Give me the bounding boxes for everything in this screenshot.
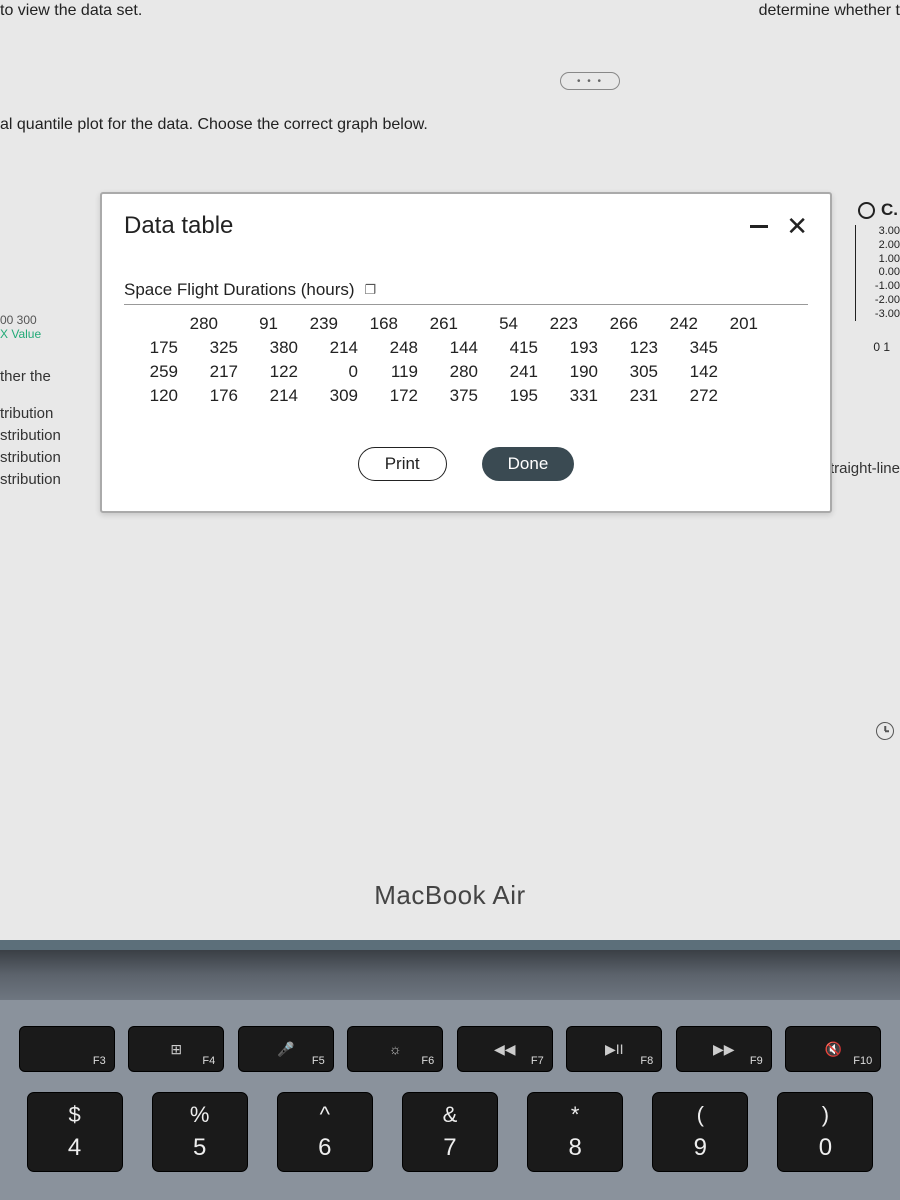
option-fragment-4: stribution (0, 471, 61, 488)
minimize-icon[interactable] (750, 225, 768, 228)
f3-key[interactable]: F3 (19, 1026, 115, 1072)
fkey-label: F6 (421, 1055, 434, 1067)
copy-icon[interactable]: ❐ (365, 282, 377, 298)
key-number: 9 (694, 1134, 707, 1162)
fkey-icon: ◀◀ (494, 1042, 516, 1056)
fkey-icon: ☼ (389, 1042, 402, 1056)
table-row: 120176214309172375195331231272 (124, 385, 808, 407)
fkey-label: F4 (202, 1055, 215, 1067)
instruction-fragment-right: determine whether t (759, 2, 900, 20)
fkey-icon: 🔇 (825, 1042, 842, 1056)
f10-key[interactable]: 🔇 F10 (785, 1026, 881, 1072)
key-number: 4 (68, 1134, 81, 1162)
key-number: 8 (568, 1134, 581, 1162)
key-number: 6 (318, 1134, 331, 1162)
key-number: 5 (193, 1134, 206, 1162)
laptop-label: MacBook Air (0, 880, 900, 911)
key-number: 0 (819, 1134, 832, 1162)
key-8[interactable]: *8 (527, 1092, 623, 1172)
key-symbol: ( (697, 1102, 704, 1128)
screen-area: to view the data set. determine whether … (0, 0, 900, 940)
data-table-modal: Data table ✕ Space Flight Durations (hou… (100, 192, 832, 513)
fkey-label: F3 (93, 1055, 106, 1067)
key-7[interactable]: &7 (402, 1092, 498, 1172)
f5-key[interactable]: 🎤 F5 (238, 1026, 334, 1072)
f7-key[interactable]: ◀◀ F7 (457, 1026, 553, 1072)
key-5[interactable]: %5 (152, 1092, 248, 1172)
modal-title: Data table (124, 212, 233, 240)
option-c-yaxis: 3.00 2.00 1.00 0.00 -1.00 -2.00 -3.00 (855, 225, 900, 321)
table-row: 175325380214248144415193123345 (124, 337, 808, 359)
option-fragment-1: tribution (0, 405, 53, 422)
key-symbol: & (443, 1102, 458, 1128)
drag-handle-icon[interactable]: • • • (560, 72, 620, 90)
key-symbol: % (190, 1102, 210, 1128)
option-fragment-ther: ther the (0, 368, 51, 385)
fkey-label: F7 (531, 1055, 544, 1067)
axis-label-xvalue: X Value (0, 327, 41, 341)
done-button[interactable]: Done (482, 447, 575, 481)
key-6[interactable]: ^6 (277, 1092, 373, 1172)
close-icon[interactable]: ✕ (786, 213, 808, 239)
f4-key[interactable]: ⊞ F4 (128, 1026, 224, 1072)
data-table: 2809123916826154223266242201 17532538021… (124, 313, 808, 407)
fkey-label: F8 (640, 1055, 653, 1067)
option-c-xaxis: 0 1 (873, 340, 890, 354)
axis-label-fragment: 00 300 (0, 313, 37, 327)
option-c-label: C. (881, 200, 898, 220)
clock-icon[interactable] (876, 722, 894, 740)
key-9[interactable]: (9 (652, 1092, 748, 1172)
radio-icon[interactable] (858, 202, 875, 219)
key-number: 7 (443, 1134, 456, 1162)
keyboard: F3⊞F4🎤F5☼F6◀◀F7▶IIF8▶▶F9🔇F10 $4%5^6&7*8(… (0, 1000, 900, 1200)
fkey-icon: ⊞ (170, 1042, 182, 1056)
fkey-label: F10 (853, 1055, 872, 1067)
fkey-label: F9 (750, 1055, 763, 1067)
table-row: 2592171220119280241190305142 (124, 361, 808, 383)
option-fragment-3: stribution (0, 449, 61, 466)
f8-key[interactable]: ▶II F8 (566, 1026, 662, 1072)
laptop-hinge (0, 950, 900, 1000)
key-symbol: ) (822, 1102, 829, 1128)
fkey-icon: ▶▶ (713, 1042, 735, 1056)
key-4[interactable]: $4 (27, 1092, 123, 1172)
fkey-label: F5 (312, 1055, 325, 1067)
f9-key[interactable]: ▶▶ F9 (676, 1026, 772, 1072)
key-symbol: ^ (320, 1102, 330, 1128)
instruction-fragment-top: to view the data set. (0, 2, 142, 20)
option-fragment-2: stribution (0, 427, 61, 444)
key-symbol: $ (68, 1102, 80, 1128)
fkey-icon: ▶II (605, 1042, 624, 1056)
key-0[interactable]: )0 (777, 1092, 873, 1172)
fkey-icon: 🎤 (277, 1042, 294, 1056)
option-c[interactable]: C. (858, 200, 898, 220)
f6-key[interactable]: ☼ F6 (347, 1026, 443, 1072)
table-caption: Space Flight Durations (hours) ❐ (124, 280, 808, 305)
print-button[interactable]: Print (358, 447, 447, 481)
key-symbol: * (571, 1102, 580, 1128)
question-text: al quantile plot for the data. Choose th… (0, 116, 428, 134)
table-row: 2809123916826154223266242201 (124, 313, 808, 335)
